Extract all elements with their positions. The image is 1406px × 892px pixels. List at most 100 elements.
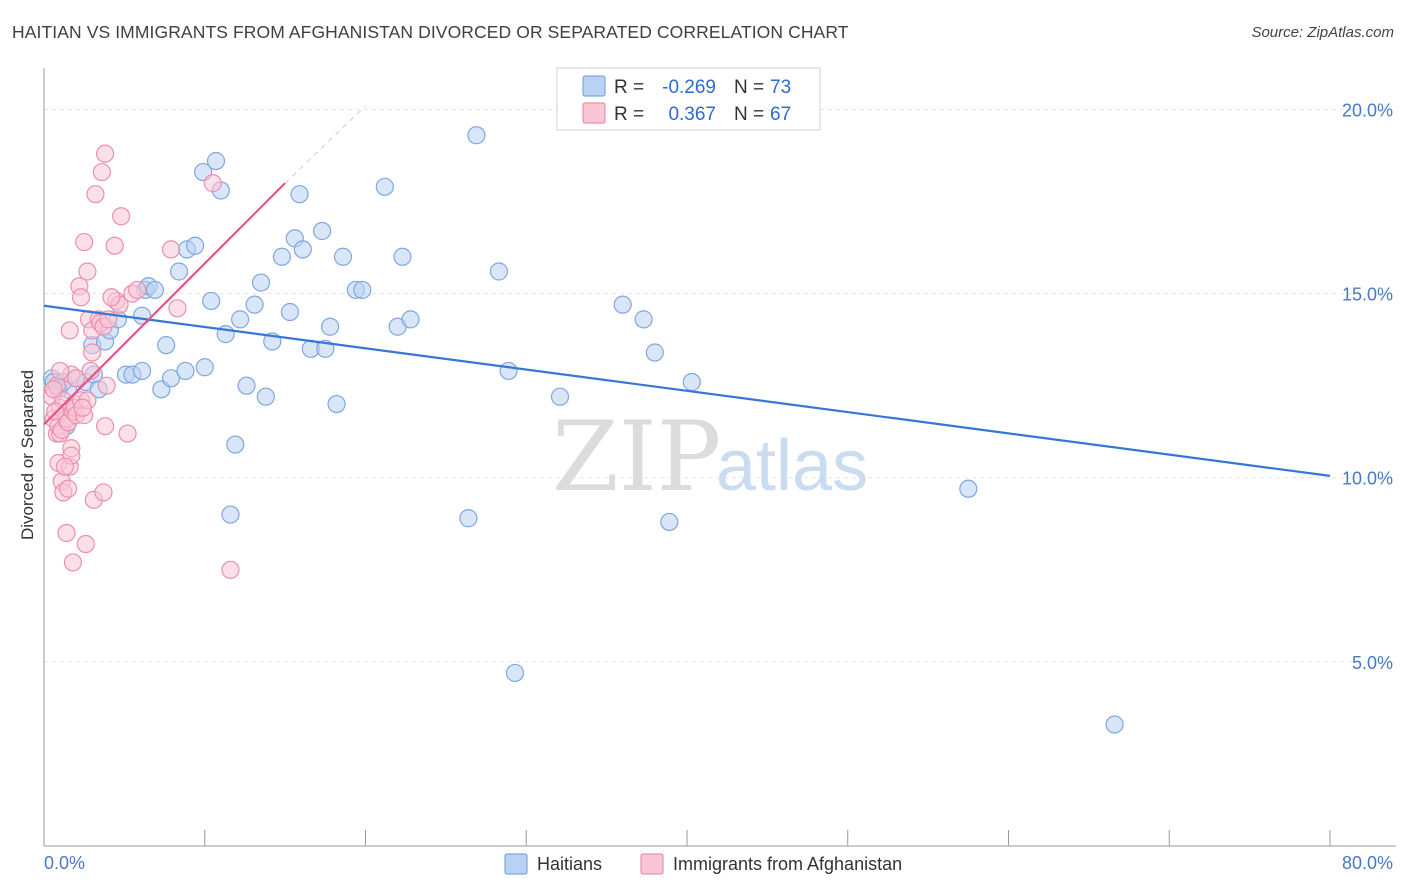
data-point-haitians — [231, 310, 250, 329]
data-point-haitians — [256, 387, 275, 406]
chart-title: HAITIAN VS IMMIGRANTS FROM AFGHANISTAN D… — [12, 22, 849, 42]
data-point-afghanistan — [95, 417, 115, 436]
data-point-haitians — [393, 247, 412, 266]
stats-swatch-pink — [582, 102, 606, 124]
data-point-afghanistan — [102, 288, 121, 307]
data-point-haitians — [226, 435, 245, 454]
trend-line-afghanistan-extension — [284, 105, 366, 184]
stats-swatch-blue — [582, 75, 606, 97]
x-tick-label-min: 0.0% — [44, 853, 85, 873]
data-point-afghanistan — [92, 162, 111, 182]
data-point-afghanistan — [59, 479, 78, 498]
data-point-haitians — [1105, 715, 1124, 734]
trend-lines — [43, 105, 1331, 477]
data-point-haitians — [321, 317, 340, 336]
data-point-afghanistan — [55, 457, 74, 476]
data-point-haitians — [682, 372, 701, 392]
stats-r-label-2: R = — [614, 104, 644, 125]
data-point-haitians — [161, 369, 181, 388]
stats-n-label-2: N = — [734, 104, 764, 125]
legend-label-afghanistan[interactable]: Immigrants from Afghanistan — [673, 854, 902, 874]
data-point-haitians — [195, 358, 214, 377]
data-point-afghanistan — [50, 361, 70, 381]
data-point-haitians — [237, 376, 256, 395]
data-point-afghanistan — [73, 398, 92, 417]
data-point-afghanistan — [44, 380, 63, 399]
stats-n-label-1: N = — [734, 77, 764, 98]
chart-source: Source: ZipAtlas.com — [1251, 24, 1394, 41]
data-point-haitians — [251, 273, 271, 292]
data-point-haitians — [145, 280, 165, 300]
data-point-haitians — [280, 302, 300, 322]
data-point-haitians — [186, 236, 205, 255]
series-afghanistan — [42, 144, 240, 579]
y-tick-label: 5.0% — [1352, 653, 1393, 673]
stats-r-label-1: R = — [614, 77, 644, 98]
data-point-afghanistan — [83, 343, 102, 362]
data-point-haitians — [327, 394, 346, 414]
y-tick-label: 15.0% — [1342, 285, 1393, 305]
data-point-haitians — [505, 663, 525, 683]
data-point-haitians — [401, 310, 420, 329]
data-point-haitians — [245, 295, 264, 314]
data-point-afghanistan — [60, 321, 79, 340]
data-point-afghanistan — [168, 299, 187, 318]
data-point-haitians — [459, 509, 478, 528]
data-point-afghanistan — [128, 280, 147, 300]
data-point-afghanistan — [94, 483, 113, 502]
data-point-afghanistan — [78, 262, 97, 281]
data-point-haitians — [375, 177, 394, 196]
data-point-haitians — [157, 336, 176, 355]
data-point-afghanistan — [86, 185, 105, 204]
data-point-haitians — [293, 240, 312, 259]
data-point-afghanistan — [75, 232, 94, 252]
watermark-zip: ZIP — [552, 401, 721, 513]
data-point-haitians — [221, 505, 240, 524]
data-point-afghanistan — [97, 376, 116, 395]
x-tick-label-max: 80.0% — [1342, 853, 1393, 873]
trend-line-afghanistan — [43, 182, 286, 426]
stats-box: R = -0.269 N = 73 R = 0.367 N = 67 — [556, 67, 821, 131]
data-point-haitians — [312, 221, 332, 241]
data-point-haitians — [353, 280, 372, 300]
data-point-haitians — [660, 512, 679, 532]
data-point-afghanistan — [221, 560, 240, 579]
y-tick-labels: 5.0% 10.0% 15.0% 20.0% — [1342, 100, 1393, 672]
data-point-haitians — [132, 361, 152, 381]
stats-n-value-2: 67 — [770, 104, 791, 125]
data-point-haitians — [634, 310, 653, 329]
stats-r-value-2: 0.367 — [668, 104, 716, 125]
y-tick-label: 20.0% — [1342, 100, 1393, 120]
data-point-haitians — [645, 343, 664, 362]
data-point-afghanistan — [118, 424, 137, 443]
data-point-haitians — [959, 479, 978, 498]
y-axis-title: Divorced or Separated — [18, 370, 37, 540]
x-axis-ticks — [43, 830, 1331, 846]
data-point-afghanistan — [63, 553, 83, 572]
data-point-haitians — [206, 151, 226, 171]
stats-n-value-1: 73 — [770, 77, 791, 98]
data-point-afghanistan — [203, 174, 222, 193]
y-tick-label: 10.0% — [1342, 469, 1393, 489]
data-point-afghanistan — [161, 240, 181, 259]
data-point-haitians — [176, 361, 195, 381]
trend-line-haitians — [43, 304, 1331, 477]
data-point-haitians — [550, 387, 570, 406]
legend-swatch-afghanistan[interactable] — [640, 853, 664, 875]
data-point-haitians — [202, 291, 221, 311]
data-point-afghanistan — [95, 144, 115, 163]
data-point-haitians — [169, 262, 189, 281]
legend-swatch-haitians[interactable] — [504, 853, 528, 875]
legend-label-haitians[interactable]: Haitians — [537, 854, 602, 874]
data-point-afghanistan — [112, 207, 131, 226]
data-point-haitians — [272, 247, 292, 266]
data-point-afghanistan — [46, 402, 65, 421]
data-point-afghanistan — [81, 361, 100, 381]
data-point-haitians — [489, 262, 509, 281]
watermark-atlas: atlas — [716, 426, 868, 506]
data-point-haitians — [467, 126, 486, 145]
data-point-afghanistan — [67, 369, 86, 388]
data-point-haitians — [499, 361, 518, 381]
data-point-afghanistan — [105, 236, 124, 255]
